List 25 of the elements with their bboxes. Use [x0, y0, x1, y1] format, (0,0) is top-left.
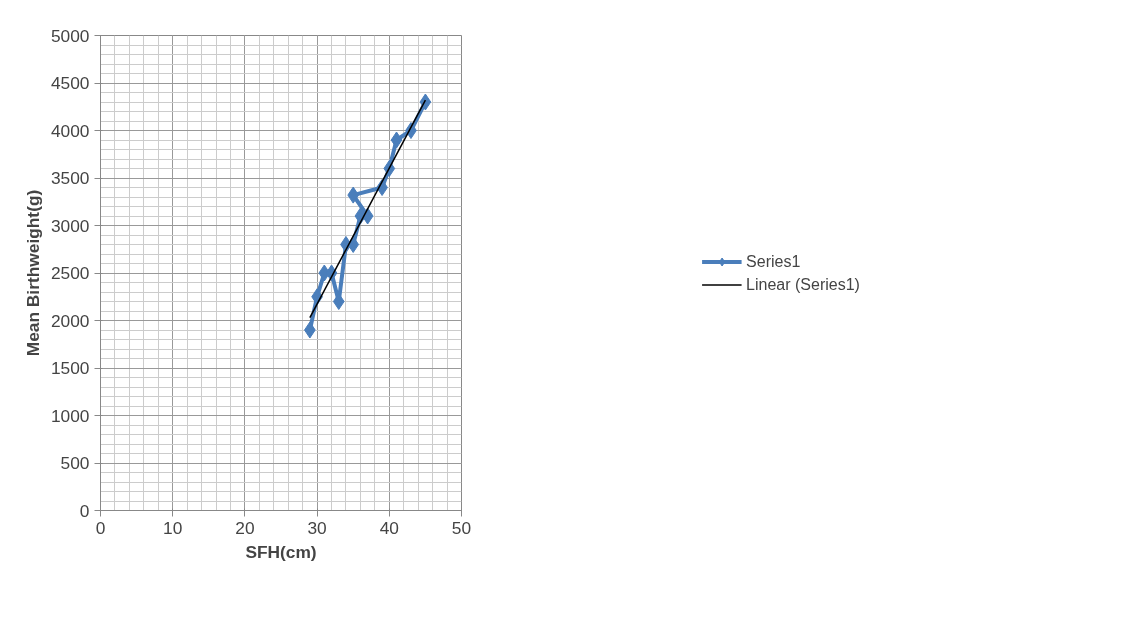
x-tick-label: 30	[307, 517, 327, 538]
x-tick-label: 0	[95, 517, 106, 538]
y-tick-label: 4500	[50, 73, 90, 93]
y-axis-title: Mean Birthweight(g)	[22, 189, 43, 357]
legend-label: Linear (Series1)	[746, 275, 860, 293]
y-tick-label: 1500	[50, 358, 90, 378]
point	[347, 186, 360, 204]
y-tick-label: 3500	[50, 168, 90, 188]
legend-label: Series1	[746, 252, 801, 270]
point	[419, 93, 432, 111]
y-tick-label: 4000	[50, 120, 90, 141]
y-tick-label: 500	[60, 453, 90, 473]
x-tick-label: 10	[163, 517, 183, 538]
x-tick-label: 20	[235, 517, 255, 538]
y-tick-label: 2000	[50, 310, 90, 331]
point	[347, 236, 360, 253]
y-tick-label: 3000	[50, 215, 90, 236]
y-tick-label: 2500	[50, 263, 90, 283]
x-tick-label: 40	[379, 517, 399, 538]
x-axis-title: SFH(cm)	[245, 541, 317, 562]
y-tick-label: 5000	[50, 25, 90, 46]
y-tick-label: 0	[79, 500, 90, 521]
x-tick-label: 50	[451, 517, 472, 538]
point	[390, 131, 403, 149]
y-tick-label: 1000	[50, 405, 90, 426]
